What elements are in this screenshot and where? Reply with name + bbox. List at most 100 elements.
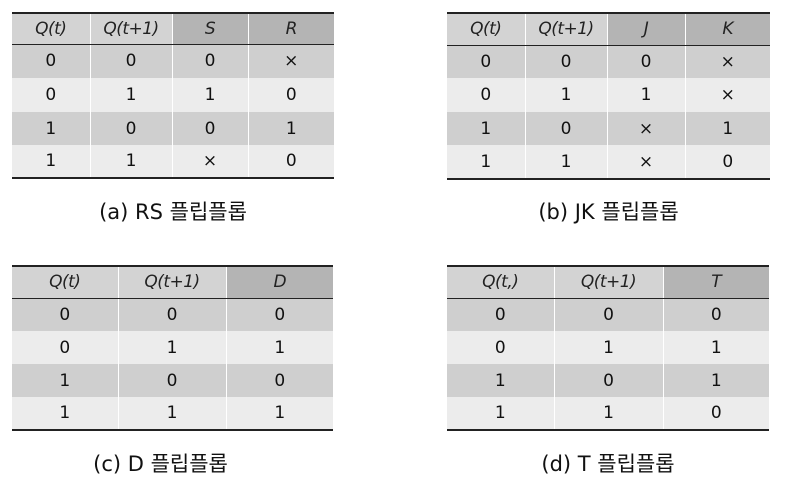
t-excitation-table: Q(t,) Q(t+1) T 0 0 0 0 1 1 1 0 1 1 1 0 [447, 265, 769, 431]
jk-flipflop-panel: Q(t) Q(t+1) J K 0 0 0 × 0 1 1 × 1 0 × 1 … [447, 12, 770, 180]
header-cell: T [662, 266, 769, 299]
table-cell: 1 [12, 112, 91, 145]
table-row: 0 0 0 [12, 298, 333, 331]
table-header-row: Q(t) Q(t+1) D [12, 266, 333, 299]
header-cell: S [171, 13, 249, 45]
table-cell: × [606, 145, 686, 179]
rs-caption: (a) RS 플립플롭 [99, 200, 247, 224]
table-row: 0 1 1 0 [12, 78, 334, 112]
table-cell: 0 [12, 44, 91, 78]
table-cell: 0 [553, 364, 664, 397]
table-cell: 1 [606, 78, 686, 112]
table-cell: 1 [447, 364, 555, 397]
table-row: 1 1 0 [447, 397, 769, 430]
table-cell: 0 [447, 298, 555, 331]
table-cell: × [247, 44, 334, 78]
header-cell: Q(t) [12, 13, 91, 45]
table-cell: 0 [89, 112, 173, 145]
d-excitation-table: Q(t) Q(t+1) D 0 0 0 0 1 1 1 0 0 1 1 1 [12, 265, 333, 431]
table-cell: 0 [447, 78, 526, 112]
d-flipflop-panel: Q(t) Q(t+1) D 0 0 0 0 1 1 1 0 0 1 1 1 [12, 265, 333, 431]
header-cell: Q(t,) [447, 266, 555, 299]
table-cell: 0 [225, 364, 333, 397]
table-cell: 1 [12, 145, 91, 178]
table-header-row: Q(t,) Q(t+1) T [447, 266, 769, 299]
rs-excitation-table: Q(t) Q(t+1) S R 0 0 0 × 0 1 1 0 1 0 0 1 … [12, 12, 334, 179]
table-cell: 0 [12, 298, 119, 331]
table-row: 0 1 1 [12, 331, 333, 364]
table-cell: 0 [553, 298, 664, 331]
header-cell: Q(t+1) [117, 266, 227, 299]
table-cell: 0 [247, 78, 334, 112]
table-row: 1 0 × 1 [447, 112, 770, 145]
table-cell: 0 [117, 298, 227, 331]
table-cell: 1 [225, 397, 333, 430]
table-cell: 0 [524, 45, 608, 78]
t-caption: (d) T 플립플롭 [541, 452, 675, 476]
header-cell: J [606, 13, 686, 46]
table-cell: 0 [117, 364, 227, 397]
table-cell: 1 [447, 397, 555, 430]
table-cell: 0 [662, 397, 769, 430]
table-cell: 1 [225, 331, 333, 364]
table-cell: × [684, 78, 770, 112]
header-cell: R [247, 13, 334, 45]
table-row: 1 0 1 [447, 364, 769, 397]
table-cell: 0 [12, 78, 91, 112]
table-row: 0 0 0 × [447, 45, 770, 78]
header-cell: D [225, 266, 333, 299]
table-cell: 1 [553, 397, 664, 430]
table-header-row: Q(t) Q(t+1) J K [447, 13, 770, 46]
table-cell: 1 [117, 397, 227, 430]
table-row: 0 0 0 [447, 298, 769, 331]
jk-excitation-table: Q(t) Q(t+1) J K 0 0 0 × 0 1 1 × 1 0 × 1 … [447, 12, 770, 180]
table-cell: 0 [606, 45, 686, 78]
table-row: 0 0 0 × [12, 44, 334, 78]
rs-flipflop-panel: Q(t) Q(t+1) S R 0 0 0 × 0 1 1 0 1 0 0 1 … [12, 12, 334, 179]
table-cell: 1 [12, 397, 119, 430]
table-row: 0 1 1 × [447, 78, 770, 112]
table-cell: 0 [12, 331, 119, 364]
table-cell: 0 [524, 112, 608, 145]
table-row: 1 0 0 1 [12, 112, 334, 145]
table-cell: 1 [524, 145, 608, 179]
table-cell: 1 [662, 331, 769, 364]
header-cell: Q(t+1) [553, 266, 664, 299]
table-cell: 0 [684, 145, 770, 179]
table-cell: 1 [12, 364, 119, 397]
table-cell: 0 [247, 145, 334, 178]
table-cell: 1 [524, 78, 608, 112]
table-header-row: Q(t) Q(t+1) S R [12, 13, 334, 45]
header-cell: Q(t) [447, 13, 526, 46]
header-cell: K [684, 13, 770, 46]
table-cell: 0 [171, 112, 249, 145]
header-cell: Q(t+1) [524, 13, 608, 46]
table-cell: 0 [171, 44, 249, 78]
header-cell: Q(t) [12, 266, 119, 299]
table-cell: × [684, 45, 770, 78]
table-row: 1 1 1 [12, 397, 333, 430]
table-cell: 0 [89, 44, 173, 78]
table-row: 1 1 × 0 [12, 145, 334, 178]
table-cell: 1 [171, 78, 249, 112]
table-cell: 0 [225, 298, 333, 331]
table-cell: 1 [247, 112, 334, 145]
header-cell: Q(t+1) [89, 13, 173, 45]
table-cell: 1 [89, 145, 173, 178]
table-cell: 1 [553, 331, 664, 364]
table-cell: 0 [447, 45, 526, 78]
table-cell: 0 [447, 331, 555, 364]
table-row: 1 0 0 [12, 364, 333, 397]
table-cell: × [606, 112, 686, 145]
table-row: 0 1 1 [447, 331, 769, 364]
table-cell: 0 [662, 298, 769, 331]
table-cell: 1 [89, 78, 173, 112]
table-cell: 1 [117, 331, 227, 364]
table-cell: 1 [447, 145, 526, 179]
table-cell: × [171, 145, 249, 178]
d-caption: (c) D 플립플롭 [93, 452, 228, 476]
table-cell: 1 [447, 112, 526, 145]
table-cell: 1 [662, 364, 769, 397]
table-row: 1 1 × 0 [447, 145, 770, 179]
t-flipflop-panel: Q(t,) Q(t+1) T 0 0 0 0 1 1 1 0 1 1 1 0 [447, 265, 769, 431]
